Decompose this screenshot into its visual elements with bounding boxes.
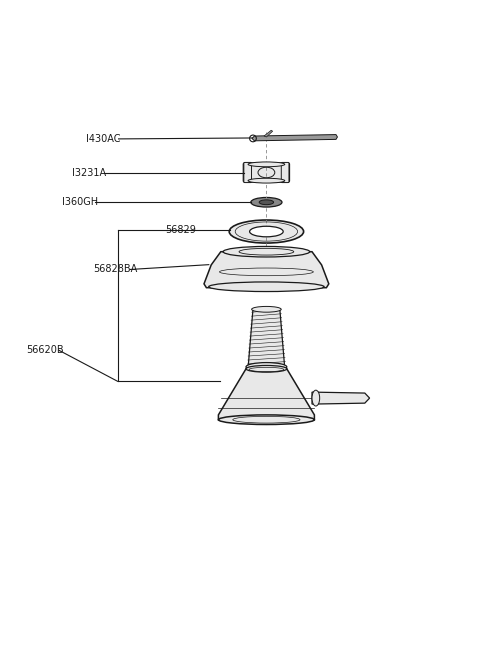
Polygon shape xyxy=(204,252,329,288)
Ellipse shape xyxy=(223,246,310,257)
Ellipse shape xyxy=(246,363,287,371)
Ellipse shape xyxy=(246,365,287,372)
Ellipse shape xyxy=(252,306,281,312)
Polygon shape xyxy=(252,135,337,141)
Ellipse shape xyxy=(229,220,304,243)
Polygon shape xyxy=(218,369,314,420)
Ellipse shape xyxy=(312,390,320,406)
Ellipse shape xyxy=(250,226,283,237)
Polygon shape xyxy=(248,309,285,367)
Ellipse shape xyxy=(209,282,324,292)
Ellipse shape xyxy=(218,415,314,424)
FancyBboxPatch shape xyxy=(281,162,289,183)
Text: 56620B: 56620B xyxy=(26,345,64,355)
Text: I430AC: I430AC xyxy=(86,134,121,144)
Polygon shape xyxy=(312,392,370,404)
FancyBboxPatch shape xyxy=(244,162,252,183)
Text: I360GH: I360GH xyxy=(62,197,98,207)
FancyBboxPatch shape xyxy=(243,163,289,182)
Polygon shape xyxy=(264,130,273,137)
Text: I3231A: I3231A xyxy=(72,168,106,177)
Ellipse shape xyxy=(248,162,285,167)
Ellipse shape xyxy=(248,178,285,183)
Text: 56828BA: 56828BA xyxy=(94,265,138,275)
Text: 56829: 56829 xyxy=(166,225,196,235)
Ellipse shape xyxy=(259,200,274,205)
Ellipse shape xyxy=(251,198,282,207)
